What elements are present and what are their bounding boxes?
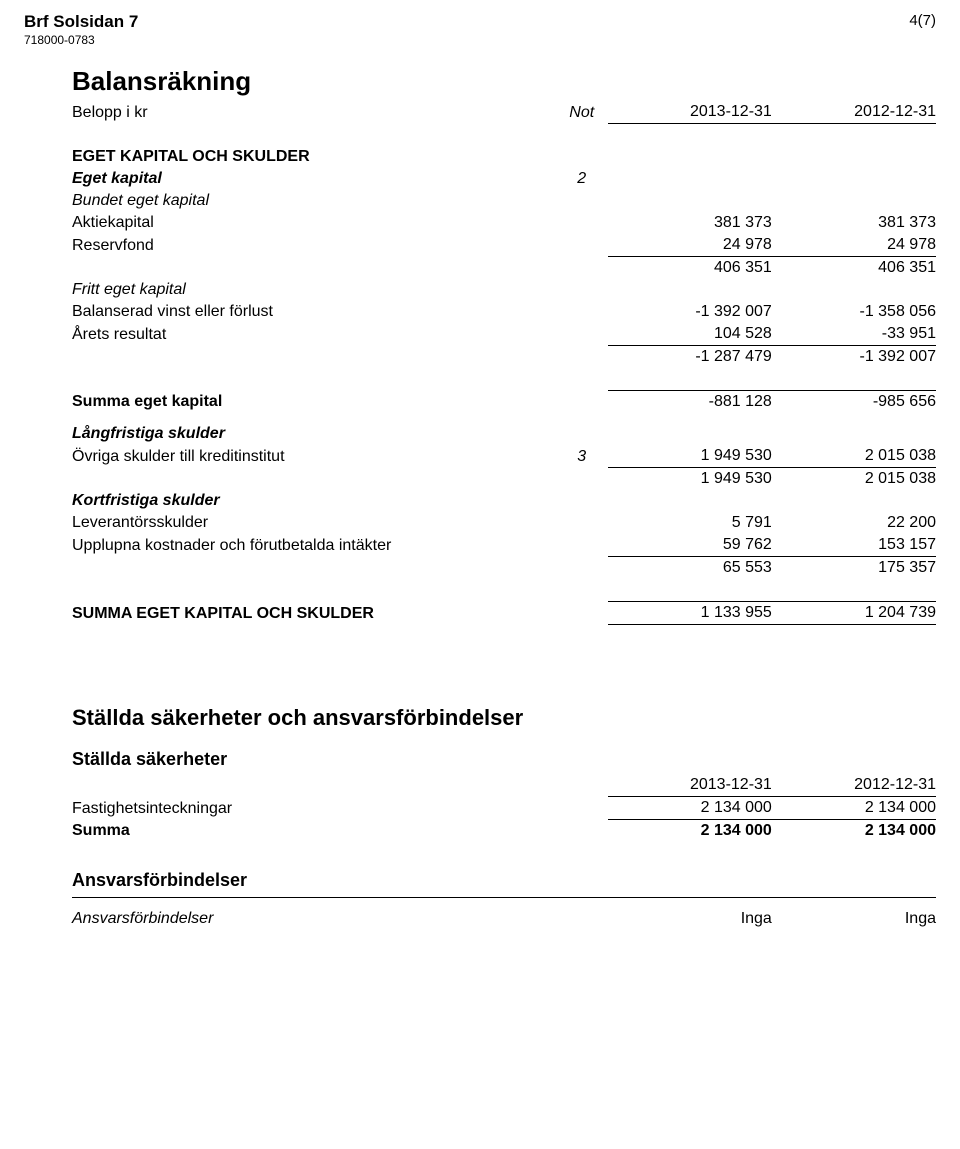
- subtotal-b: 175 357: [772, 557, 936, 580]
- subtotal-a: 65 553: [608, 557, 772, 580]
- table-row: Fastighetsinteckningar 2 134 000 2 134 0…: [72, 797, 936, 820]
- row-label: Reservfond: [72, 234, 556, 257]
- kort-heading-row: Kortfristiga skulder: [72, 490, 936, 512]
- fritt-heading-row: Fritt eget kapital: [72, 279, 936, 301]
- summa-total-a: 1 133 955: [608, 602, 772, 625]
- table-row: Aktiekapital 381 373 381 373: [72, 212, 936, 234]
- row-label: Leverantörsskulder: [72, 512, 556, 534]
- subtotal-row: -1 287 479 -1 392 007: [72, 346, 936, 369]
- summa-b: 2 134 000: [772, 820, 936, 843]
- ansvar-heading: Ansvarsförbindelser: [72, 870, 936, 891]
- row-value-a: 5 791: [608, 512, 772, 534]
- row-value-b: 24 978: [772, 234, 936, 257]
- col-header-2012: 2012-12-31: [772, 101, 936, 124]
- section-heading: EGET KAPITAL OCH SKULDER: [72, 146, 556, 168]
- balance-sheet-table: Belopp i kr Not 2013-12-31 2012-12-31 EG…: [72, 101, 936, 625]
- org-name: Brf Solsidan 7: [24, 12, 936, 32]
- table-row: Ansvarsförbindelser Inga Inga: [72, 908, 936, 930]
- kort-heading: Kortfristiga skulder: [72, 490, 556, 512]
- row-label: Balanserad vinst eller förlust: [72, 301, 556, 323]
- page-header: Brf Solsidan 7 718000-0783 4(7): [24, 12, 936, 48]
- row-value-a: 1 949 530: [608, 445, 772, 468]
- row-label: Aktiekapital: [72, 212, 556, 234]
- balance-sheet-title: Balansräkning: [72, 66, 936, 97]
- row-value-b: 2 134 000: [772, 797, 936, 820]
- row-label: Årets resultat: [72, 323, 556, 346]
- row-value-b: 2 015 038: [772, 445, 936, 468]
- subtotal-a: 406 351: [608, 257, 772, 280]
- subtotal-b: 2 015 038: [772, 468, 936, 491]
- row-value-b: 153 157: [772, 534, 936, 557]
- ansvar-b: Inga: [772, 908, 936, 930]
- row-label: Fastighetsinteckningar: [72, 797, 556, 820]
- summa-label: Summa: [72, 820, 556, 843]
- subtotal-b: -1 392 007: [772, 346, 936, 369]
- bundet-heading-row: Bundet eget kapital: [72, 190, 936, 212]
- col-header-2012: 2012-12-31: [772, 774, 936, 797]
- section-heading-row: EGET KAPITAL OCH SKULDER: [72, 146, 936, 168]
- securities-title: Ställda säkerheter och ansvarsförbindels…: [72, 705, 936, 731]
- ansvar-a: Inga: [608, 908, 772, 930]
- table-row: Övriga skulder till kreditinstitut 3 1 9…: [72, 445, 936, 468]
- fritt-heading: Fritt eget kapital: [72, 279, 556, 301]
- securities-table: 2013-12-31 2012-12-31 Fastighetsinteckni…: [72, 774, 936, 842]
- summa-eget-a: -881 128: [608, 391, 772, 414]
- subtotal-a: -1 287 479: [608, 346, 772, 369]
- summa-a: 2 134 000: [608, 820, 772, 843]
- org-id: 718000-0783: [24, 33, 936, 47]
- row-value-b: -33 951: [772, 323, 936, 346]
- table-row: Balanserad vinst eller förlust -1 392 00…: [72, 301, 936, 323]
- eget-kapital-heading: Eget kapital: [72, 168, 556, 190]
- row-label: Övriga skulder till kreditinstitut: [72, 445, 556, 468]
- col-header-2013: 2013-12-31: [608, 101, 772, 124]
- page-number: 4(7): [909, 12, 936, 29]
- subtotal-row: 65 553 175 357: [72, 557, 936, 580]
- table-row: Reservfond 24 978 24 978: [72, 234, 936, 257]
- divider: [72, 897, 936, 898]
- row-value-a: 2 134 000: [608, 797, 772, 820]
- row-value-a: 59 762: [608, 534, 772, 557]
- eget-kapital-heading-row: Eget kapital 2: [72, 168, 936, 190]
- summa-total-label: SUMMA EGET KAPITAL OCH SKULDER: [72, 602, 556, 625]
- lang-heading-row: Långfristiga skulder: [72, 423, 936, 445]
- row-value-b: -1 358 056: [772, 301, 936, 323]
- document-content: Balansräkning Belopp i kr Not 2013-12-31…: [72, 66, 936, 930]
- ansvar-label: Ansvarsförbindelser: [72, 908, 556, 930]
- lang-heading: Långfristiga skulder: [72, 423, 556, 445]
- row-label: Upplupna kostnader och förutbetalda intä…: [72, 534, 556, 557]
- row-value-a: 381 373: [608, 212, 772, 234]
- table-row: Upplupna kostnader och förutbetalda intä…: [72, 534, 936, 557]
- row-value-a: 24 978: [608, 234, 772, 257]
- col-header-2013: 2013-12-31: [608, 774, 772, 797]
- eget-kapital-note: 2: [556, 168, 608, 190]
- row-note: 3: [556, 445, 608, 468]
- table-header-row: 2013-12-31 2012-12-31: [72, 774, 936, 797]
- subtotal-row: 1 949 530 2 015 038: [72, 468, 936, 491]
- row-value-a: 104 528: [608, 323, 772, 346]
- summa-total-row: SUMMA EGET KAPITAL OCH SKULDER 1 133 955…: [72, 602, 936, 625]
- summa-eget-row: Summa eget kapital -881 128 -985 656: [72, 391, 936, 414]
- bundet-heading: Bundet eget kapital: [72, 190, 556, 212]
- col-header-label: Belopp i kr: [72, 101, 556, 124]
- table-row: Årets resultat 104 528 -33 951: [72, 323, 936, 346]
- row-value-b: 381 373: [772, 212, 936, 234]
- col-header-note: Not: [556, 101, 608, 124]
- table-row: Leverantörsskulder 5 791 22 200: [72, 512, 936, 534]
- summa-row: Summa 2 134 000 2 134 000: [72, 820, 936, 843]
- subtotal-row: 406 351 406 351: [72, 257, 936, 280]
- subtotal-a: 1 949 530: [608, 468, 772, 491]
- table-header-row: Belopp i kr Not 2013-12-31 2012-12-31: [72, 101, 936, 124]
- row-value-a: -1 392 007: [608, 301, 772, 323]
- row-value-b: 22 200: [772, 512, 936, 534]
- summa-eget-label: Summa eget kapital: [72, 391, 556, 414]
- subtotal-b: 406 351: [772, 257, 936, 280]
- stallda-heading: Ställda säkerheter: [72, 749, 936, 770]
- ansvar-table: Ansvarsförbindelser Inga Inga: [72, 908, 936, 930]
- summa-eget-b: -985 656: [772, 391, 936, 414]
- summa-total-b: 1 204 739: [772, 602, 936, 625]
